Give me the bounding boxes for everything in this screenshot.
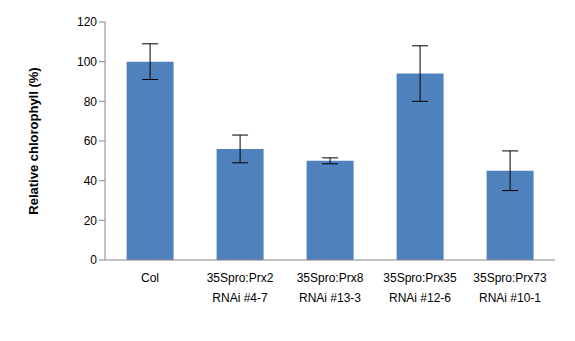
svg-text:20: 20 [84, 214, 98, 228]
svg-text:80: 80 [84, 95, 98, 109]
svg-text:40: 40 [84, 174, 98, 188]
svg-text:100: 100 [77, 55, 97, 69]
svg-text:Col: Col [141, 271, 159, 285]
svg-text:35Spro:Prx8RNAi #13-3: 35Spro:Prx8RNAi #13-3 [297, 271, 364, 305]
svg-text:35Spro:Prx2RNAi #4-7: 35Spro:Prx2RNAi #4-7 [207, 271, 274, 305]
svg-text:Relative chlorophyll (%): Relative chlorophyll (%) [26, 67, 41, 214]
svg-text:0: 0 [90, 253, 97, 267]
svg-text:120: 120 [77, 15, 97, 29]
svg-text:35Spro:Prx73RNAi #10-1: 35Spro:Prx73RNAi #10-1 [473, 271, 547, 305]
svg-text:60: 60 [84, 134, 98, 148]
svg-text:35Spro:Prx35RNAi #12-6: 35Spro:Prx35RNAi #12-6 [383, 271, 457, 305]
